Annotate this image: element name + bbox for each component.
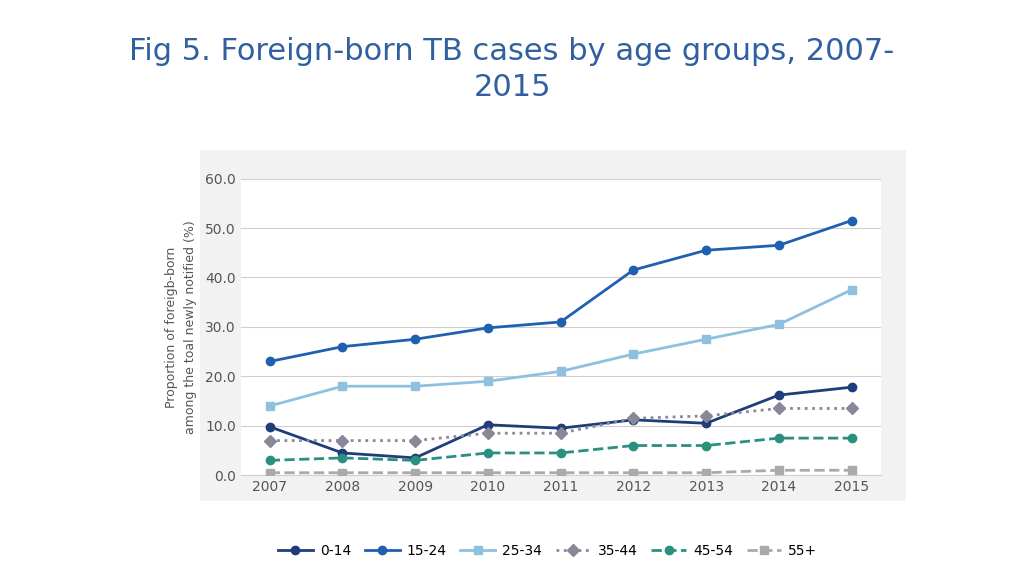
25-34 [481,378,494,385]
25-34 [555,368,567,375]
35-44 [555,430,567,437]
35-44 [481,430,494,437]
15-24 [555,319,567,325]
55+ [628,469,640,476]
55+ [846,467,858,473]
35-44 [846,405,858,412]
0-14 [555,425,567,431]
45-54 [336,454,348,461]
Legend: 0-14, 15-24, 25-34, 35-44, 45-54, 55+: 0-14, 15-24, 25-34, 35-44, 45-54, 55+ [272,538,823,563]
45-54 [773,435,785,442]
35-44 [336,437,348,444]
55+ [481,469,494,476]
35-44 [263,437,275,444]
15-24 [263,358,275,365]
15-24 [409,336,421,343]
15-24 [846,217,858,224]
15-24 [336,343,348,350]
25-34 [336,383,348,390]
Line: 35-44: 35-44 [265,404,856,445]
55+ [700,469,713,476]
45-54 [700,442,713,449]
25-34 [409,383,421,390]
25-34 [846,286,858,293]
45-54 [409,457,421,464]
Line: 25-34: 25-34 [265,286,856,410]
35-44 [773,405,785,412]
0-14 [409,454,421,461]
Line: 55+: 55+ [265,466,856,477]
25-34 [773,321,785,328]
55+ [773,467,785,473]
35-44 [409,437,421,444]
Y-axis label: Proportion of foreigb-born
among the toal newly notified (%): Proportion of foreigb-born among the toa… [165,220,197,434]
55+ [409,469,421,476]
25-34 [700,336,713,343]
45-54 [263,457,275,464]
Line: 0-14: 0-14 [265,383,856,462]
45-54 [846,435,858,442]
15-24 [773,242,785,249]
45-54 [555,449,567,456]
0-14 [628,416,640,423]
Line: 15-24: 15-24 [265,217,856,366]
45-54 [628,442,640,449]
55+ [336,469,348,476]
0-14 [700,420,713,427]
25-34 [263,403,275,410]
25-34 [628,351,640,358]
0-14 [481,421,494,428]
15-24 [481,324,494,331]
45-54 [481,449,494,456]
55+ [263,469,275,476]
35-44 [628,415,640,422]
0-14 [846,384,858,391]
15-24 [700,247,713,253]
Line: 45-54: 45-54 [265,434,856,464]
0-14 [336,449,348,456]
0-14 [263,423,275,430]
55+ [555,469,567,476]
Text: Fig 5. Foreign-born TB cases by age groups, 2007-
2015: Fig 5. Foreign-born TB cases by age grou… [129,37,895,103]
0-14 [773,392,785,399]
15-24 [628,267,640,274]
35-44 [700,412,713,419]
